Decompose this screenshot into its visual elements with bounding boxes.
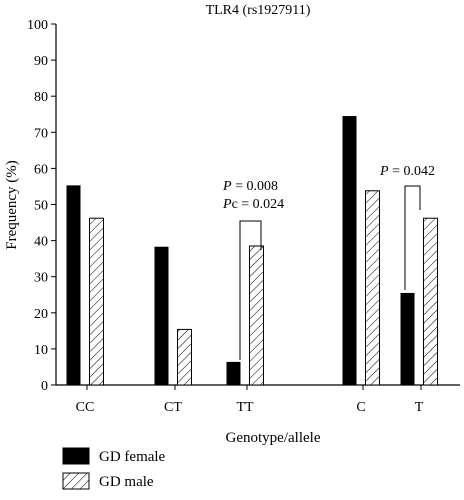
chart-title: TLR4 (rs1927911) (206, 3, 311, 18)
bar-gd-male-t (423, 217, 438, 386)
x-tick-label: C (356, 400, 365, 415)
y-tick-label: 30 (34, 271, 48, 286)
bar-gd-female-c (342, 116, 357, 386)
bar-gd-female-tt (226, 361, 241, 385)
bar-gd-male-tt (249, 245, 264, 386)
legend-swatch (62, 447, 90, 465)
y-tick-label: 20 (34, 307, 48, 322)
p-value-label: P = 0.008 (222, 179, 278, 194)
y-tick-label: 80 (34, 90, 48, 105)
bar-gd-female-cc (66, 185, 81, 385)
legend-swatch (62, 472, 90, 490)
x-tick-label: CC (76, 400, 95, 415)
bar-gd-female-t (400, 292, 415, 385)
y-tick-label: 100 (27, 18, 48, 33)
bar-gd-male-c (365, 190, 380, 386)
x-tick-label: T (415, 400, 424, 415)
x-tick-label: CT (164, 400, 182, 415)
y-tick-label: 0 (41, 379, 48, 394)
legend: GD female GD male (62, 447, 166, 490)
y-tick-label: 10 (34, 343, 48, 358)
p-value-label: P = 0.042 (379, 164, 435, 179)
significance-bracket (239, 220, 262, 360)
x-tick-label: TT (236, 400, 254, 415)
p-value-label: Pc = 0.024 (222, 197, 284, 212)
y-tick-label: 40 (34, 235, 48, 250)
bar-gd-female-ct (154, 246, 169, 385)
x-axis-label: Genotype/allele (226, 430, 321, 446)
y-axis-label: Frequency (%) (4, 160, 20, 250)
legend-label: GD female (99, 449, 166, 465)
y-tick-label: 60 (34, 162, 48, 177)
bar-gd-male-ct (177, 328, 192, 386)
bars (66, 116, 438, 386)
significance-bracket (404, 185, 421, 290)
y-tick-label: 90 (34, 54, 48, 69)
y-tick-label: 50 (34, 199, 48, 214)
legend-label: GD male (99, 474, 154, 490)
annotations: P = 0.008 Pc = 0.024 P = 0.042 (222, 164, 435, 360)
y-tick-label: 70 (34, 126, 48, 141)
bar-gd-male-cc (89, 217, 104, 386)
